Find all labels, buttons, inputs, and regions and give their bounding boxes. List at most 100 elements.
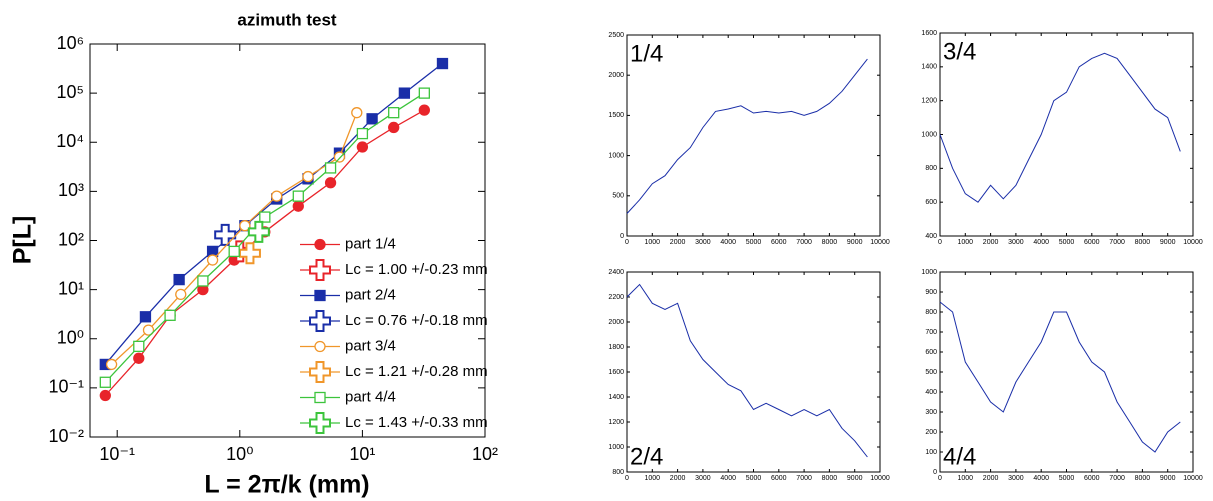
x-tick-label: 7000 [796, 239, 812, 246]
x-tick-label: 8000 [822, 239, 838, 246]
x-tick-label: 7000 [796, 475, 812, 482]
y-tick-label: 10² [58, 229, 84, 249]
marker [206, 254, 219, 266]
y-tick-label: 800 [925, 309, 937, 316]
y-tick-label: 600 [925, 199, 937, 206]
x-tick-label: 10000 [870, 475, 890, 482]
marker [105, 358, 118, 371]
x-tick-label: 6000 [771, 239, 787, 246]
y-tick-label: 0 [933, 469, 937, 476]
marker [324, 162, 337, 174]
y-tick-label: 500 [925, 369, 937, 376]
y-tick-label: 700 [925, 329, 937, 336]
x-tick-label: 1000 [958, 239, 974, 246]
marker [164, 309, 176, 321]
x-tick-label: 5000 [1059, 239, 1075, 246]
x-tick-label: 10⁻¹ [99, 444, 135, 464]
legend-label: Lc = 0.76 +/-0.18 mm [345, 312, 488, 329]
y-tick-label: 1000 [921, 269, 937, 276]
x-tick-label: 1000 [645, 239, 661, 246]
y-tick-label: 1400 [608, 394, 624, 401]
legend-label: part 1/4 [345, 235, 396, 252]
plot-frame [939, 271, 1194, 473]
marker [356, 141, 369, 153]
x-axis-label: L = 2π/k (mm) [204, 471, 369, 499]
marker [133, 340, 145, 353]
y-tick-label: 1600 [921, 30, 937, 37]
marker [228, 245, 240, 258]
marker [309, 412, 331, 434]
x-tick-label: 10² [472, 444, 498, 464]
marker [351, 107, 363, 119]
y-tick-label: 0 [620, 233, 624, 240]
panel-label: 1/4 [630, 40, 663, 67]
marker [398, 87, 411, 99]
y-tick-label: 100 [925, 449, 937, 456]
x-tick-label: 5000 [746, 239, 762, 246]
x-tick-label: 6000 [1084, 475, 1100, 482]
y-tick-label: 200 [925, 429, 937, 436]
marker [314, 238, 326, 251]
y-tick-label: 1500 [608, 112, 624, 119]
marker [173, 273, 185, 286]
marker [239, 220, 251, 232]
plot-frame [626, 271, 881, 473]
marker [324, 177, 337, 189]
y-tick-label: 800 [925, 165, 937, 172]
x-tick-label: 7000 [1109, 475, 1125, 482]
marker [366, 113, 378, 125]
legend-label: Lc = 1.43 +/-0.33 mm [345, 414, 488, 431]
series-line [626, 58, 868, 214]
marker [388, 121, 400, 134]
x-tick-label: 7000 [1109, 239, 1125, 246]
y-tick-label: 10¹ [58, 278, 84, 298]
marker [133, 352, 145, 364]
marker [99, 376, 111, 388]
x-tick-label: 3000 [1008, 475, 1024, 482]
x-tick-label: 10¹ [349, 444, 375, 464]
y-axis-label: P[L] [9, 216, 37, 265]
x-tick-label: 0 [625, 475, 629, 482]
marker [418, 104, 430, 116]
panel-label: 4/4 [943, 443, 976, 470]
legend-label: Lc = 1.00 +/-0.23 mm [345, 261, 488, 278]
series-line [626, 283, 868, 458]
marker [314, 391, 326, 404]
y-tick-label: 400 [925, 233, 937, 240]
panel-label: 3/4 [943, 38, 976, 65]
y-tick-label: 1800 [608, 344, 624, 351]
y-tick-label: 1000 [608, 152, 624, 159]
y-tick-label: 800 [612, 469, 624, 476]
y-tick-label: 2200 [608, 294, 624, 301]
x-tick-label: 2000 [983, 239, 999, 246]
x-tick-label: 10⁰ [226, 444, 253, 464]
y-tick-label: 1600 [608, 369, 624, 376]
panel-label: 2/4 [630, 443, 663, 470]
x-tick-label: 4000 [720, 239, 736, 246]
x-tick-label: 0 [938, 475, 942, 482]
legend-label: part 4/4 [345, 388, 396, 405]
marker [302, 170, 314, 183]
y-tick-label: 300 [925, 409, 937, 416]
marker [142, 324, 155, 336]
marker [175, 288, 187, 301]
x-tick-label: 2000 [983, 475, 999, 482]
marker [309, 259, 331, 281]
marker [314, 289, 326, 302]
marker [356, 127, 369, 140]
x-tick-label: 9000 [1160, 239, 1176, 246]
plot-frame [939, 32, 1194, 237]
x-tick-label: 8000 [822, 475, 838, 482]
y-tick-label: 900 [925, 289, 937, 296]
marker [197, 275, 209, 287]
marker [333, 151, 346, 163]
series-line [939, 52, 1181, 203]
y-tick-label: 500 [612, 193, 624, 200]
x-tick-label: 9000 [1160, 475, 1176, 482]
x-tick-label: 4000 [1033, 475, 1049, 482]
x-tick-label: 1000 [958, 475, 974, 482]
legend-label: Lc = 1.21 +/-0.28 mm [345, 363, 488, 380]
x-tick-label: 3000 [695, 475, 711, 482]
marker [309, 361, 331, 383]
y-tick-label: 10⁻¹ [48, 377, 84, 397]
